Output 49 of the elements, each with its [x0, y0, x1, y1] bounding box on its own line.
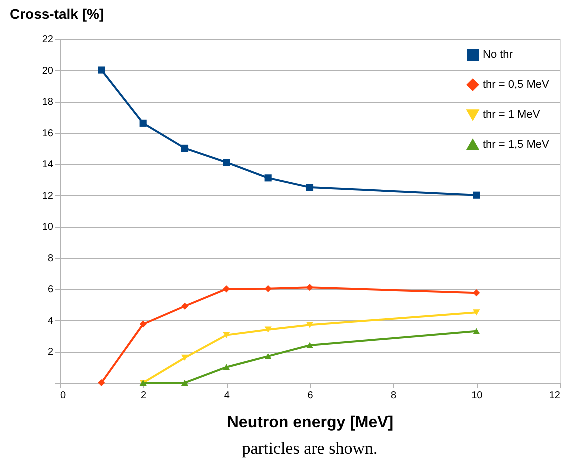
point	[473, 310, 480, 316]
point	[98, 66, 106, 74]
legend-label: thr = 1 MeV	[483, 109, 541, 121]
y-tick-label: 10	[42, 222, 54, 234]
y-tick-label: 20	[42, 66, 54, 77]
point	[473, 328, 480, 334]
y-tick-label: 22	[42, 34, 54, 46]
x-tick-label: 12	[549, 390, 561, 402]
point	[223, 332, 230, 338]
y-tick-label: 16	[42, 128, 54, 140]
point	[306, 322, 314, 328]
x-axis-title: Neutron energy [MeV]	[227, 414, 394, 432]
x-tick-label: 2	[141, 390, 148, 402]
point	[306, 284, 314, 292]
x-tick-label: 0	[60, 390, 66, 402]
x-tick-label: 4	[224, 390, 230, 402]
point	[181, 354, 189, 362]
text: particles are shown.	[242, 439, 378, 458]
y-tick-label: 12	[42, 190, 54, 202]
chart-title: Cross-talk [%]	[10, 6, 104, 22]
point	[181, 144, 189, 152]
point	[98, 379, 106, 387]
y-tick-label: 6	[48, 284, 54, 296]
y-tick-label: 4	[48, 316, 54, 327]
y-tick-label: 8	[48, 253, 54, 264]
point	[264, 174, 272, 182]
x-tick-label: 10	[472, 390, 484, 402]
point	[140, 120, 147, 127]
y-tick-label: 14	[42, 160, 54, 171]
point	[181, 302, 189, 310]
legend-label: thr = 0,5 MeV	[483, 79, 550, 91]
point	[473, 290, 480, 297]
point	[223, 364, 230, 370]
legend-label: No thr	[483, 49, 514, 61]
y-tick-label: 18	[42, 97, 54, 108]
x-tick-label: 6	[308, 390, 314, 402]
point	[306, 184, 314, 192]
point	[264, 285, 272, 292]
legend-label: thr = 1,5 MeV	[483, 139, 550, 151]
point	[264, 326, 272, 333]
point	[473, 192, 480, 199]
y-tick-label: 2	[48, 347, 54, 358]
point	[223, 158, 230, 166]
x-tick-label: 8	[391, 390, 398, 402]
point	[223, 286, 230, 293]
point	[140, 320, 147, 328]
point	[181, 380, 189, 386]
point	[264, 353, 272, 360]
point	[306, 342, 314, 349]
